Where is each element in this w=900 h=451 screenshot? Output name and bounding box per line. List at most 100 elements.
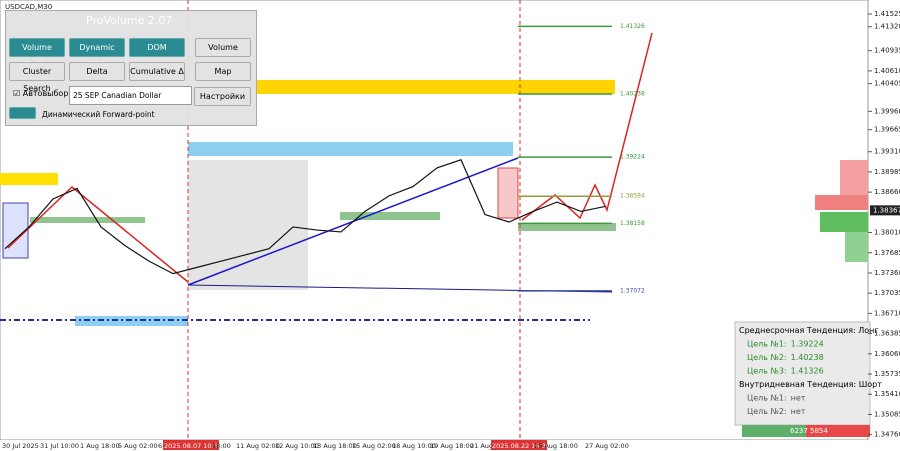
y-tick-label: 1.39310 (874, 148, 900, 156)
x-tick-label: 5 Aug 02:00 (118, 442, 158, 450)
y-tick-label: 1.36710 (874, 309, 900, 317)
sell-volume-label: 5854 (810, 427, 828, 435)
value: нет (791, 407, 806, 416)
x-tick-label: 18:00 (212, 442, 231, 450)
toggle[interactable] (9, 107, 36, 119)
time-highlight (491, 440, 547, 450)
box (2, 202, 29, 259)
x-tick-label: 6 (158, 442, 162, 450)
label: Цель №1: (747, 393, 787, 402)
y-tick-label: 1.35410 (874, 390, 900, 398)
label: Цель №2: (747, 407, 787, 416)
x-tick-label: 19 Aug 18:00 (430, 442, 474, 450)
level-label: 1.38594 (620, 193, 645, 200)
instrument-select[interactable]: 25 SEP Canadian Dollar (69, 86, 192, 105)
level-label: 1.37072 (620, 287, 645, 294)
tool-button[interactable]: Cluster Search (9, 62, 65, 93)
y-tick-label: 1.35735 (874, 370, 900, 378)
y-tick-label: 1.38660 (874, 188, 900, 196)
y-tick-label: 1.37360 (874, 269, 900, 277)
trend-text: Цель №1: 1.39224 (747, 339, 824, 348)
trend-text: Цель №2: 1.40238 (747, 353, 824, 362)
value: нет (791, 393, 806, 402)
forecast-line (521, 32, 653, 221)
y-tick-label: 1.35085 (874, 410, 900, 418)
current-price: 1.38367 (873, 206, 900, 214)
x-tick-label: 13 Aug 18:00 (313, 442, 357, 450)
x-tick-label: 25 Aug 18:00 (534, 442, 578, 450)
y-tick-label: 1.41320 (874, 23, 900, 31)
symbol: USDCAD,M30 (5, 3, 52, 11)
trend-text: Внутридневная Тенденция: Шорт (739, 380, 882, 389)
trend-text: Цель №3: 1.41326 (747, 366, 824, 375)
y-tick-label: 1.41525 (874, 10, 900, 18)
trend-text: Среднесрочная Тенденция: Лонг (739, 326, 879, 335)
label: Динамический Forward-point (42, 110, 155, 119)
buy-volume-label: 6237 (790, 427, 808, 435)
y-tick-label: 1.40610 (874, 67, 900, 75)
level-label: 1.41326 (620, 23, 645, 30)
volume-profile (188, 160, 308, 290)
current-price-bg (870, 205, 900, 216)
y-tick-label: 1.36385 (874, 330, 900, 338)
tool-button[interactable]: Dynamic POC (69, 38, 125, 69)
wave-line (7, 185, 189, 283)
y-tick-label: 1.38985 (874, 168, 900, 176)
y-tick-label: 1.38010 (874, 229, 900, 237)
x-tick-label: 31 Jul 10:00 (40, 442, 79, 450)
y-tick-label: 1.36060 (874, 350, 900, 358)
level-label: 1.38158 (620, 220, 645, 227)
level-label: 1.40238 (620, 91, 645, 98)
label: Цель №3: (747, 366, 787, 375)
tool-button[interactable]: Volume Profile (9, 38, 65, 69)
x-tick-label: 30 Jul 2025 (2, 442, 39, 450)
level-label: 1.39224 (620, 154, 645, 161)
y-tick-label: 1.37685 (874, 249, 900, 257)
x-tick-label: 2025.08.22 16:30 (492, 442, 550, 450)
y-tick-label: 1.40405 (874, 80, 900, 88)
y-tick-label: 1.37035 (874, 289, 900, 297)
tool-button[interactable]: Delta (69, 62, 125, 81)
zone (518, 223, 616, 231)
order-book (815, 160, 868, 262)
zone (340, 212, 440, 220)
tool-button[interactable]: DOM (129, 38, 185, 57)
label: Цель №1: (747, 339, 787, 348)
price-line (4, 159, 606, 275)
tool-button[interactable]: Map (195, 62, 251, 81)
zone (0, 173, 58, 185)
y-tick-label: 1.39960 (874, 107, 900, 115)
x-tick-label: 12 Aug 10:00 (275, 442, 319, 450)
value: 1.41326 (791, 366, 824, 375)
trend-text: Цель №2: нет (747, 407, 806, 416)
value: 1.40238 (791, 353, 824, 362)
y-tick-label: 1.34760 (874, 431, 900, 439)
label: Среднесрочная Тенденция: Лонг (739, 326, 879, 335)
sell-volume (806, 425, 870, 437)
tool-button[interactable]: Volume (195, 38, 251, 57)
x-tick-label: 2025.08.07 10:30 (164, 442, 222, 450)
x-tick-label: 15 Aug 02:00 (352, 442, 396, 450)
x-tick-label: 18 Aug 10:00 (392, 442, 436, 450)
time-axis (0, 440, 900, 451)
zone (30, 217, 145, 223)
x-tick-label: 27 Aug 02:00 (585, 442, 629, 450)
zone (188, 142, 513, 156)
checkbox[interactable]: ☑ Автовыбор (13, 89, 68, 98)
time-highlight (163, 440, 219, 450)
info-box (734, 321, 871, 426)
label: Внутридневная Тенденция: Шорт (739, 380, 882, 389)
tool-button[interactable]: Cumulative Δ (129, 62, 185, 81)
box (497, 167, 519, 219)
settings-button[interactable]: Настройки (194, 87, 251, 106)
provolume-panel: ProVolume 2.07 ☑ Автовыбор 25 SEP Canadi… (5, 10, 257, 126)
value: 1.39224 (791, 339, 824, 348)
y-tick-label: 1.39665 (874, 126, 900, 134)
x-tick-label: 11 Aug 02:00 (236, 442, 280, 450)
label: Цель №2: (747, 353, 787, 362)
trend-text: Цель №1: нет (747, 393, 806, 402)
y-tick-label: 1.40935 (874, 47, 900, 55)
zone (255, 80, 615, 94)
